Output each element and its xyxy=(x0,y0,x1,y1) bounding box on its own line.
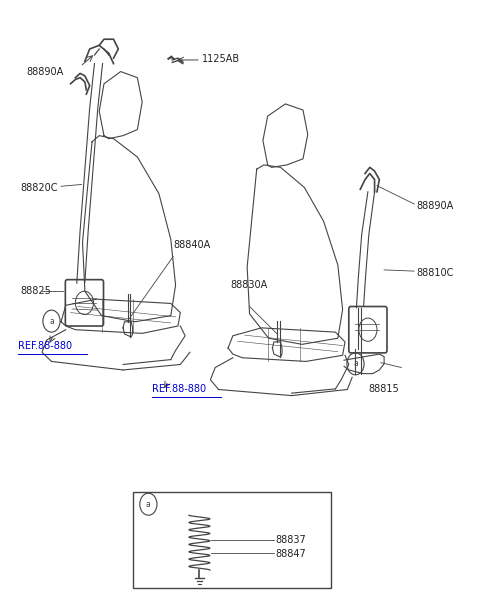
Text: 1125AB: 1125AB xyxy=(202,55,240,64)
Text: 88847: 88847 xyxy=(276,549,307,558)
Text: 88820C: 88820C xyxy=(21,183,58,192)
Text: 88810C: 88810C xyxy=(417,268,454,278)
Text: REF.88-880: REF.88-880 xyxy=(152,384,206,394)
Text: 88825: 88825 xyxy=(21,286,51,296)
Text: a: a xyxy=(49,317,54,326)
Bar xyxy=(132,492,331,588)
Text: 88890A: 88890A xyxy=(26,67,63,77)
Text: a: a xyxy=(353,359,358,368)
FancyBboxPatch shape xyxy=(65,280,104,326)
Text: 88830A: 88830A xyxy=(230,280,268,290)
FancyBboxPatch shape xyxy=(349,306,387,353)
Text: REF.88-880: REF.88-880 xyxy=(18,341,72,351)
Text: 88837: 88837 xyxy=(276,535,307,544)
Text: 88815: 88815 xyxy=(369,384,399,394)
Text: a: a xyxy=(146,500,151,509)
Text: 88890A: 88890A xyxy=(417,201,454,211)
Text: 88840A: 88840A xyxy=(173,240,210,251)
